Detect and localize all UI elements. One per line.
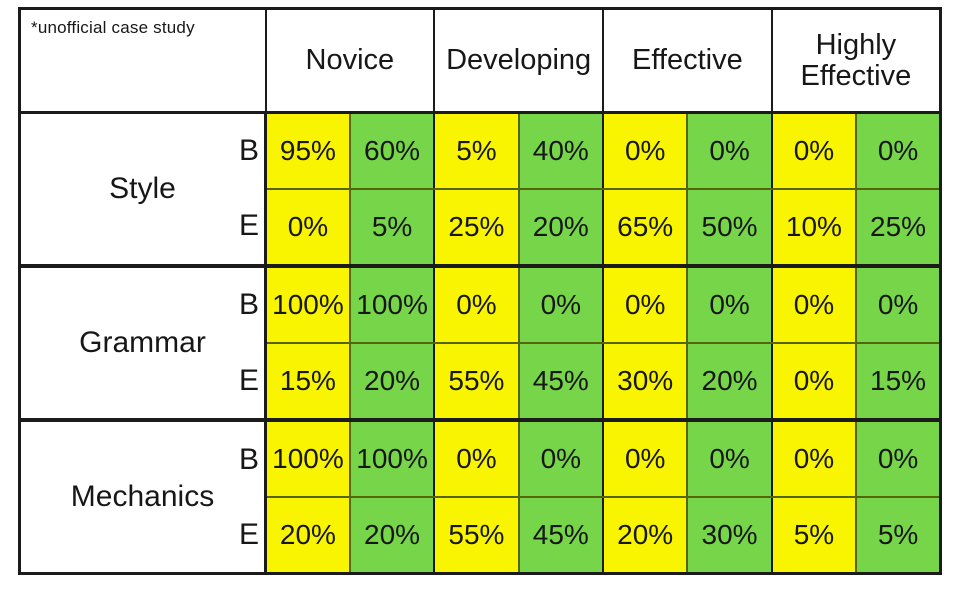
table-cell: 0% [770,263,858,344]
table-cell: 50% [686,187,773,267]
table-cell: 0% [433,263,520,344]
table-cell: 20% [601,496,689,575]
table-cell: 45% [517,496,605,575]
grammar-e-row: 15% 20% 55% 45% 30% 20% 0% 15% [20,341,942,422]
table-cell: 0% [855,418,942,499]
table-cell: 0% [855,111,942,190]
table-cell: 60% [348,111,436,190]
table-cell: 0% [686,263,773,344]
table-cell: 0% [517,418,605,499]
mechanics-b-row: Mechanics B E 100% 100% 0% 0% 0% 0% 0% 0… [18,418,942,575]
table-cell: 100% [348,418,436,499]
table-cell: 65% [601,187,689,267]
table-cell: 0% [601,418,689,499]
category-label: Style [109,171,176,205]
note-cell: *unofficial case study [18,7,267,114]
table-cell: 20% [686,341,773,422]
column-header-effective: Effective [602,7,773,114]
category-cell-mechanics: Mechanics B E [18,418,267,575]
row-label-e: E [238,517,259,551]
table-cell: 0% [770,111,858,190]
table-cell: 30% [601,341,689,422]
table-cell: 0% [855,263,942,344]
category-label: Mechanics [70,480,215,514]
row-label-e: E [238,363,259,397]
table-cell: 25% [433,187,520,267]
style-e-row: 0% 5% 25% 20% 65% 50% 10% 25% [20,187,942,267]
style-b-row: Style B E 95% 60% 5% 40% 0% 0% 0% 0% [18,111,942,267]
column-header-highly-effective: Highly Effective [770,7,942,114]
table-cell: 0% [686,418,773,499]
row-label-b: B [238,442,259,476]
table-cell: 15% [855,341,942,422]
table-cell: 20% [517,187,605,267]
table-cell: 100% [263,263,351,344]
column-header-novice: Novice [264,7,436,114]
table-cell: 0% [770,418,858,499]
table-cell: 0% [601,111,689,190]
table-cell: 20% [263,496,351,575]
category-cell-style: Style B E [18,111,267,267]
table-cell: 5% [770,496,858,575]
table-cell: 5% [433,111,520,190]
table-cell: 55% [433,341,520,422]
row-label-e: E [238,209,259,243]
table-cell: 40% [517,111,605,190]
table-cell: 55% [433,496,520,575]
table-cell: 100% [348,263,436,344]
note-text: *unofficial case study [31,18,195,37]
table-cell: 0% [517,263,605,344]
table-cell: 10% [770,187,858,267]
table-cell: 0% [686,111,773,190]
table-cell: 0% [263,187,351,267]
table-cell: 0% [770,341,858,422]
grammar-b-row: Grammar B E 100% 100% 0% 0% 0% 0% 0% 0% [18,263,942,422]
table-cell: 95% [263,111,351,190]
table-cell: 5% [855,496,942,575]
case-study-table: *unofficial case study Novice Developing… [18,7,942,575]
table-cell: 0% [433,418,520,499]
table-cell: 20% [348,496,436,575]
table-cell: 30% [686,496,773,575]
header-row: *unofficial case study Novice Developing… [18,7,942,114]
table-cell: 45% [517,341,605,422]
table-cell: 25% [855,187,942,267]
table-cell: 20% [348,341,436,422]
table-cell: 100% [263,418,351,499]
table-cell: 5% [348,187,436,267]
table-cell: 15% [263,341,351,422]
row-label-b: B [238,134,259,168]
mechanics-e-row: 20% 20% 55% 45% 20% 30% 5% 5% [20,496,942,575]
column-header-developing: Developing [433,7,604,114]
row-label-b: B [238,288,259,322]
category-label: Grammar [79,325,206,359]
table-cell: 0% [601,263,689,344]
category-cell-grammar: Grammar B E [18,263,267,422]
